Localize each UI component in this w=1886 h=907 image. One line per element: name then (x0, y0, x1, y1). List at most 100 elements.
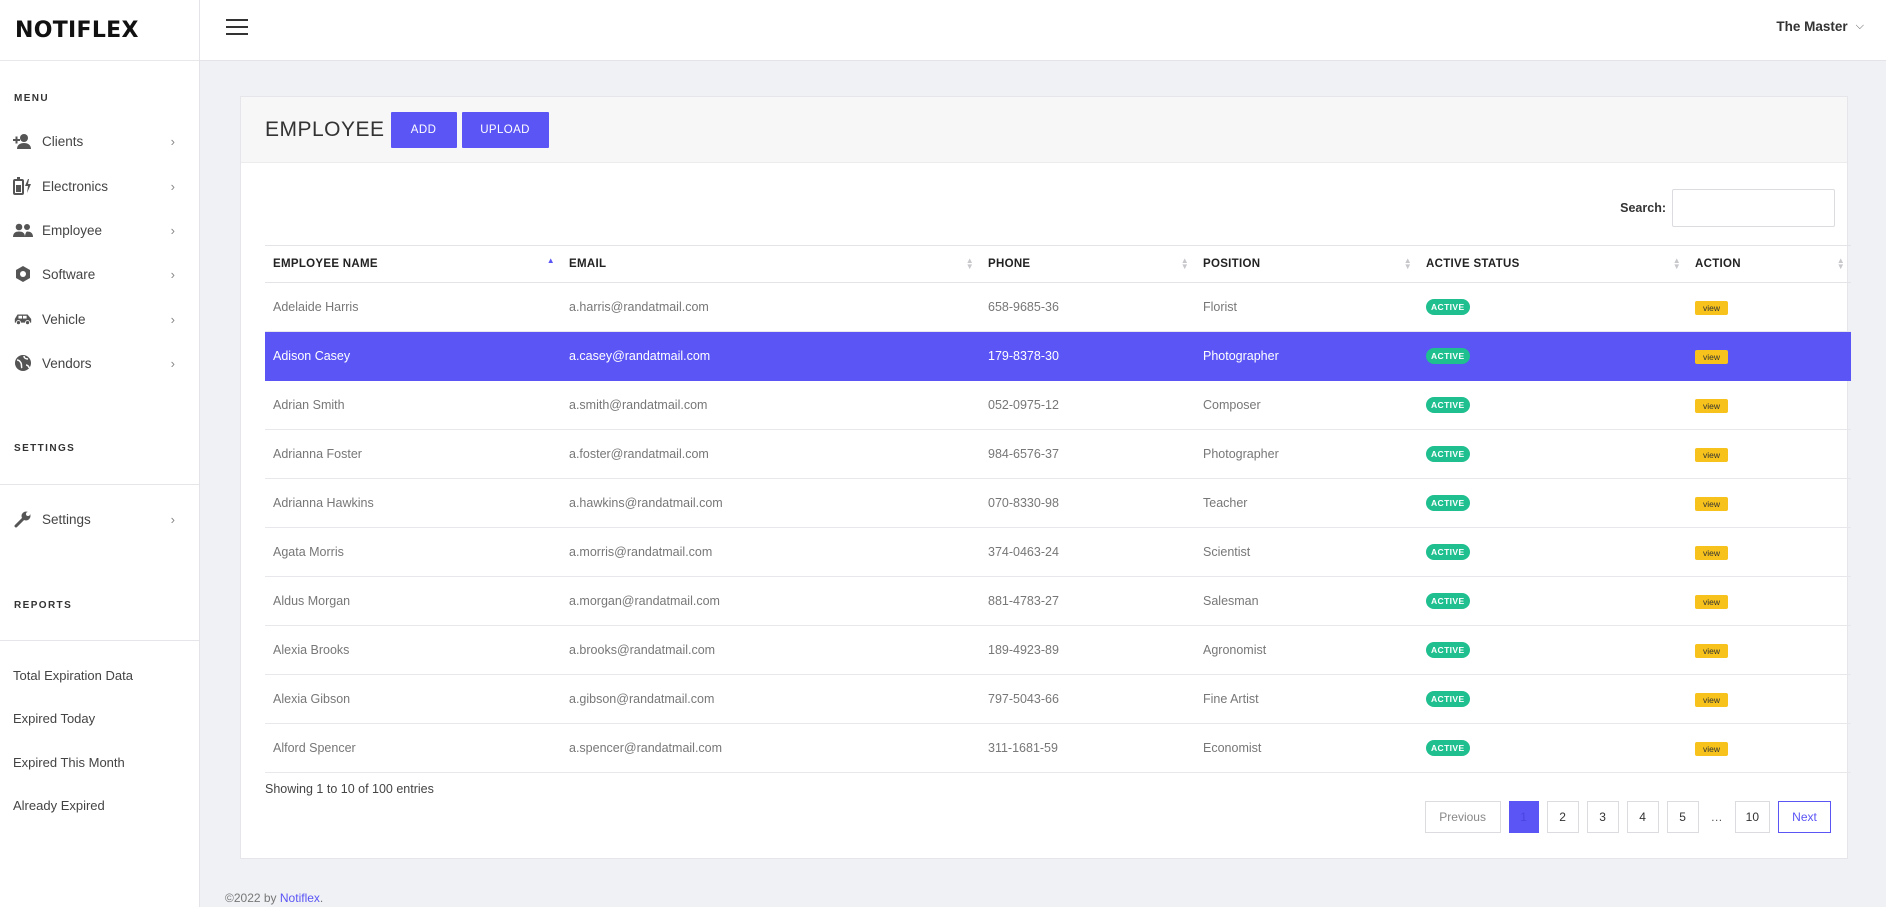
sort-icon: ▲ ▼ (965, 256, 974, 271)
page-title: EMPLOYEE (265, 117, 385, 141)
phone-cell: 984-6576-37 (980, 429, 1195, 479)
employee-card: EMPLOYEE ADD UPLOAD Search: EMPLOYEE NAM… (240, 96, 1851, 859)
position-cell: Photographer (1195, 331, 1418, 381)
sidebar-item-employee[interactable]: Employee › (0, 215, 199, 245)
report-total-expiration-data[interactable]: Total Expiration Data (13, 668, 133, 683)
sidebar-item-label: Clients (42, 133, 84, 149)
view-button[interactable]: view (1695, 643, 1729, 658)
user-menu[interactable]: The Master ⌵ (1776, 19, 1864, 34)
report-expired-this-month[interactable]: Expired This Month (13, 755, 125, 770)
employee-name-cell: Adelaide Harris (265, 282, 561, 332)
brand-logo[interactable]: NOTIFLEX (0, 0, 199, 61)
phone-cell: 189-4923-89 (980, 625, 1195, 675)
column-header-email[interactable]: EMAIL ▲ ▼ (561, 245, 980, 283)
status-cell: ACTIVE (1418, 723, 1687, 773)
status-badge: ACTIVE (1426, 495, 1470, 511)
next-page-button[interactable]: Next (1778, 801, 1831, 833)
position-cell: Photographer (1195, 429, 1418, 479)
reports-section-title: REPORTS (14, 600, 73, 611)
page-button-10[interactable]: 10 (1734, 801, 1770, 833)
page-button-5[interactable]: 5 (1666, 801, 1699, 833)
column-header-active-status[interactable]: ACTIVE STATUS ▲ ▼ (1418, 245, 1687, 283)
report-expired-today[interactable]: Expired Today (13, 711, 96, 726)
page-button-3[interactable]: 3 (1586, 801, 1619, 833)
table-row[interactable]: Adison Casey a.casey@randatmail.com 179-83… (265, 331, 1851, 381)
table-row[interactable]: Alexia Gibson a.gibson@randatmail.com 797-… (265, 674, 1851, 724)
view-button[interactable]: view (1695, 594, 1729, 609)
footer-link[interactable]: Notiflex (279, 891, 320, 905)
pagination: Previous 1 2 3 4 5 … 10 Next (1417, 801, 1831, 833)
column-header-label: ACTIVE STATUS (1426, 258, 1520, 270)
upload-button[interactable]: UPLOAD (461, 111, 549, 148)
status-badge: ACTIVE (1426, 691, 1470, 707)
search-input[interactable] (1672, 189, 1835, 227)
employee-name-cell: Agata Morris (265, 527, 561, 577)
footer-suffix: . (319, 891, 324, 905)
view-button[interactable]: view (1695, 300, 1729, 315)
column-header-label: EMAIL (569, 258, 607, 270)
email-cell: a.smith@randatmail.com (561, 380, 980, 430)
table-row[interactable]: Aldus Morgan a.morgan@randatmail.com 881-4… (265, 576, 1851, 626)
footer: ©2022 by Notiflex. (225, 891, 323, 905)
column-header-phone[interactable]: PHONE ▲ ▼ (980, 245, 1195, 283)
table-row[interactable]: Agata Morris a.morris@randatmail.com 374-0… (265, 527, 1851, 577)
sidebar-item-label: Vehicle (42, 311, 86, 327)
settings-section-title: SETTINGS (14, 443, 76, 454)
sort-icon: ▲ ▼ (1836, 256, 1845, 271)
action-cell: view (1687, 380, 1851, 430)
table-row[interactable]: Adrianna Foster a.foster@randatmail.com 98… (265, 429, 1851, 479)
page-button-4[interactable]: 4 (1626, 801, 1659, 833)
action-cell: view (1687, 331, 1851, 381)
status-cell: ACTIVE (1418, 576, 1687, 626)
employee-name-cell: Adrianna Foster (265, 429, 561, 479)
status-cell: ACTIVE (1418, 625, 1687, 675)
sidebar-item-vendors[interactable]: Vendors › (0, 348, 199, 378)
add-button[interactable]: ADD (390, 111, 457, 148)
view-button[interactable]: view (1695, 741, 1729, 756)
phone-cell: 797-5043-66 (980, 674, 1195, 724)
table-row[interactable]: Adrianna Hawkins a.hawkins@randatmail.com… (265, 478, 1851, 528)
status-badge: ACTIVE (1426, 299, 1470, 315)
device-charging-icon (13, 176, 33, 196)
page-button-1[interactable]: 1 (1508, 801, 1539, 833)
user-plus-icon (13, 131, 33, 151)
report-already-expired[interactable]: Already Expired (13, 798, 105, 813)
view-button[interactable]: view (1695, 545, 1729, 560)
globe-icon (13, 353, 33, 373)
hamburger-menu-icon[interactable] (226, 19, 248, 37)
chevron-right-icon: › (170, 355, 175, 371)
employee-name-cell: Adrian Smith (265, 380, 561, 430)
sort-icon: ▲ ▼ (1180, 256, 1189, 271)
page-button-2[interactable]: 2 (1546, 801, 1579, 833)
pagination-ellipsis: … (1706, 801, 1727, 833)
email-cell: a.hawkins@randatmail.com (561, 478, 980, 528)
employee-name-cell: Alexia Gibson (265, 674, 561, 724)
table-row[interactable]: Alexia Brooks a.brooks@randatmail.com 189-… (265, 625, 1851, 675)
sidebar-item-software[interactable]: Software › (0, 259, 199, 289)
table-row[interactable]: Adrian Smith a.smith@randatmail.com 052-09… (265, 380, 1851, 430)
sidebar-item-clients[interactable]: Clients › (0, 126, 199, 156)
sidebar-item-settings[interactable]: Settings › (0, 504, 199, 534)
view-button[interactable]: view (1695, 398, 1729, 413)
view-button[interactable]: view (1695, 349, 1729, 364)
table-row[interactable]: Alford Spencer a.spencer@randatmail.com 31… (265, 723, 1851, 773)
sidebar-item-electronics[interactable]: Electronics › (0, 171, 199, 201)
column-header-action[interactable]: ACTION ▲ ▼ (1687, 245, 1851, 283)
view-button[interactable]: view (1695, 692, 1729, 707)
column-header-position[interactable]: POSITION ▲ ▼ (1195, 245, 1418, 283)
view-button[interactable]: view (1695, 496, 1729, 511)
previous-page-button[interactable]: Previous (1424, 801, 1501, 833)
table-row[interactable]: Adelaide Harris a.harris@randatmail.com 65… (265, 282, 1851, 332)
phone-cell: 374-0463-24 (980, 527, 1195, 577)
column-header-label: EMPLOYEE NAME (273, 258, 378, 270)
chevron-right-icon: › (170, 266, 175, 282)
column-header-employee-name[interactable]: EMPLOYEE NAME ▲ (265, 245, 561, 283)
wrench-icon (13, 509, 33, 529)
status-cell: ACTIVE (1418, 527, 1687, 577)
sidebar-item-label: Vendors (42, 355, 92, 371)
sidebar-item-vehicle[interactable]: Vehicle › (0, 304, 199, 334)
menu-section-title: MENU (14, 93, 50, 104)
position-cell: Teacher (1195, 478, 1418, 528)
view-button[interactable]: view (1695, 447, 1729, 462)
sidebar-divider (0, 484, 199, 485)
